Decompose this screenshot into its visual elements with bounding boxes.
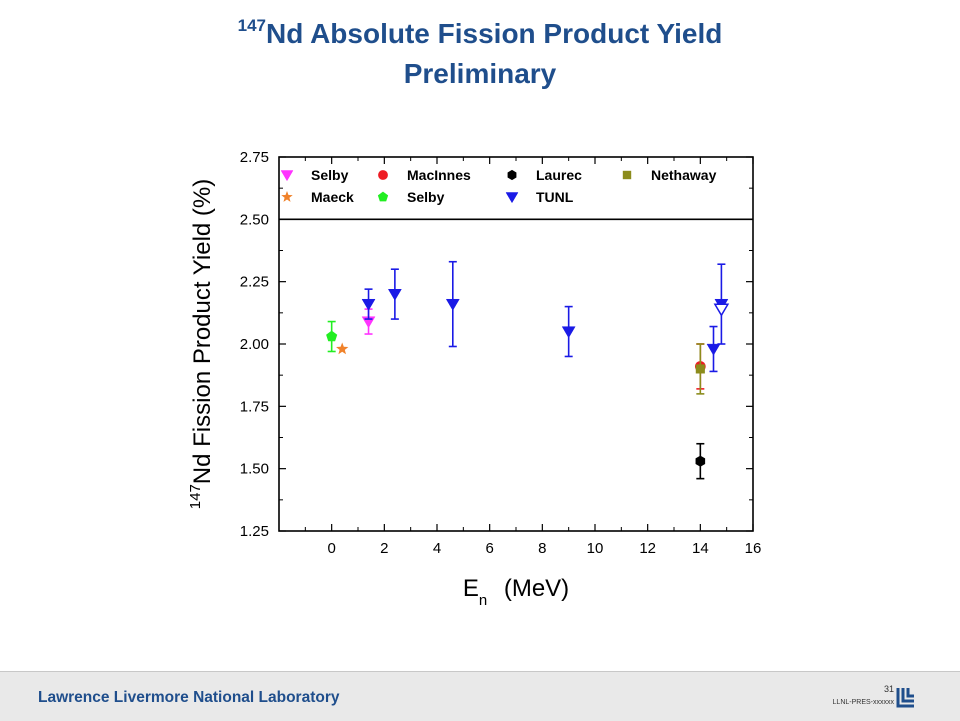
tunl-data-point	[361, 298, 376, 311]
y-tick-label: 2.75	[240, 149, 269, 166]
document-id: LLNL-PRES-xxxxxx	[832, 699, 894, 706]
y-tick-label: 2.00	[240, 336, 269, 353]
maeck-data-point	[336, 342, 349, 355]
x-tick-label: 6	[485, 540, 493, 557]
legend-label: Selby	[311, 167, 349, 183]
legend-marker	[378, 170, 388, 180]
plot-frame	[278, 156, 754, 532]
nethaway-data-point	[695, 364, 705, 374]
x-tick-label: 2	[380, 540, 388, 557]
legend-label: Nethaway	[651, 167, 717, 183]
legend-marker	[280, 170, 294, 182]
legend-label: Laurec	[536, 167, 582, 183]
open-data-point	[713, 303, 730, 317]
x-tick-label: 8	[538, 540, 546, 557]
yield-chart: 0 2 4 6 8 10 12 14 16 1.25 1.50 1.75 2.00 2.25 2.50 2.7…	[187, 149, 762, 609]
legend-marker	[281, 191, 293, 202]
x-tick-label: 4	[433, 540, 441, 557]
footer: Lawrence Livermore National Laboratory 3…	[0, 671, 960, 721]
legend-label: Selby	[407, 189, 445, 205]
x-axis-label-unit: (MeV)	[497, 575, 569, 602]
title-line: 147Nd Absolute Fission Product Yield	[0, 14, 960, 54]
tunl-data-point	[387, 289, 402, 301]
y-tick-label: 2.50	[240, 211, 269, 228]
legend-marker	[507, 169, 517, 181]
llnl-logo-icon	[896, 688, 914, 708]
x-tick-label: 16	[745, 540, 762, 557]
x-tick-label: 14	[692, 540, 709, 557]
subtitle: Preliminary	[403, 58, 557, 89]
legend-marker	[377, 191, 389, 202]
x-axis-label-symbol: E	[463, 575, 479, 602]
tunl-data-point	[561, 326, 576, 339]
selby-data-point	[326, 330, 338, 342]
y-axis-label: 147Nd Fission Product Yield (%)	[187, 179, 216, 509]
tunl-data-point	[445, 298, 460, 311]
legend-label: Maeck	[311, 189, 354, 205]
org-name: Lawrence Livermore National Laboratory	[38, 689, 340, 706]
title-text: Nd Absolute Fission Product Yield	[266, 18, 723, 49]
slide-title: 147Nd Absolute Fission Product Yield Pre…	[0, 14, 960, 94]
x-tick-label: 12	[639, 540, 656, 557]
y-tick-label: 1.50	[240, 461, 269, 478]
tunl-data-point	[706, 343, 721, 356]
x-tick-label: 10	[587, 540, 604, 557]
legend-label: MacInnes	[407, 167, 471, 183]
title-mass-number: 147	[237, 16, 267, 35]
x-tick-label: 0	[327, 540, 335, 557]
y-tick-label: 1.75	[240, 398, 269, 415]
y-tick-label: 2.25	[240, 274, 269, 291]
legend-label: TUNL	[536, 189, 574, 205]
laurec-data-point	[695, 455, 706, 467]
page-number: 31	[883, 684, 894, 694]
y-axis-label-mass-number: 147	[187, 484, 204, 509]
x-axis-label-subscript: n	[479, 592, 487, 609]
y-axis-label-text: Nd Fission Product Yield (%)	[189, 179, 216, 484]
y-tick-label: 1.25	[240, 523, 269, 540]
legend-marker	[505, 192, 519, 204]
x-axis-label: En (MeV)	[463, 575, 569, 609]
legend-marker	[622, 170, 632, 180]
